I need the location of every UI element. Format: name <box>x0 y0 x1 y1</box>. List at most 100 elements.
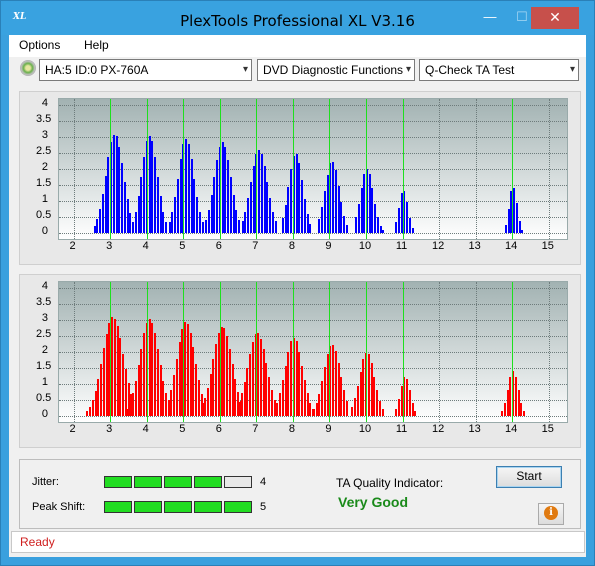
test-select[interactable]: Q-Check TA Test ▾ <box>419 59 579 81</box>
function-select[interactable]: DVD Diagnostic Functions ▾ <box>257 59 415 81</box>
bar <box>151 141 154 233</box>
bar <box>303 199 306 233</box>
y-tick-label: 0 <box>41 224 48 237</box>
bar <box>357 203 360 233</box>
bar <box>292 155 295 233</box>
menu-bar: Options Help <box>9 35 586 57</box>
x-tick-label: 9 <box>325 240 332 252</box>
bar <box>507 209 510 233</box>
start-button[interactable]: Start <box>496 466 562 488</box>
bar <box>137 196 140 233</box>
bar <box>400 385 403 416</box>
bar <box>201 405 204 416</box>
h-gridline <box>59 169 567 170</box>
h-gridline <box>59 200 567 202</box>
bar <box>509 376 512 416</box>
peak-shift-label: Peak Shift: <box>32 501 86 513</box>
bar <box>521 229 524 233</box>
bar <box>143 333 146 416</box>
x-tick-label: 10 <box>358 240 372 252</box>
bar <box>159 365 162 416</box>
app-icon: XL <box>13 12 27 22</box>
y-tick-label: 0 <box>41 407 48 420</box>
bar <box>359 371 362 416</box>
drive-select[interactable]: HA:5 ID:0 PX-760A ▾ <box>39 59 252 81</box>
bar <box>174 197 177 233</box>
x-tick-label: 13 <box>468 240 481 252</box>
bar <box>122 353 125 416</box>
bar <box>189 332 192 416</box>
bar <box>123 182 126 233</box>
bar <box>315 403 318 416</box>
plot-area <box>58 98 568 240</box>
bar <box>363 174 366 233</box>
minimize-button[interactable]: — <box>483 9 497 24</box>
peak-marker-line <box>183 282 185 422</box>
bar <box>200 393 203 416</box>
bar <box>232 195 235 233</box>
bar <box>212 359 215 416</box>
bar <box>215 344 218 416</box>
bar <box>185 138 188 233</box>
plot-area <box>58 281 568 423</box>
bar <box>148 135 151 233</box>
bar <box>295 153 298 233</box>
bar <box>251 341 254 416</box>
bar <box>321 381 324 416</box>
bar <box>303 380 306 416</box>
bar <box>269 198 272 233</box>
x-tick-label: 14 <box>505 423 518 435</box>
bar <box>265 363 268 416</box>
bar <box>249 182 252 233</box>
peak-marker-line <box>183 99 185 239</box>
menu-options[interactable]: Options <box>19 38 61 52</box>
bar <box>411 227 414 233</box>
bar <box>216 159 219 233</box>
bar <box>99 208 102 233</box>
meter-segment <box>134 476 162 488</box>
bar <box>115 136 118 233</box>
title-bar[interactable]: XL PlexTools Professional XL V3.16 — ☐ ✕ <box>1 1 594 35</box>
h-gridline <box>59 288 567 290</box>
bar <box>284 365 287 416</box>
bar <box>365 169 368 233</box>
bar <box>340 376 343 416</box>
close-button[interactable]: ✕ <box>531 7 579 29</box>
peak-shift-meter <box>104 501 254 513</box>
peak-marker-line <box>219 282 221 422</box>
bar <box>400 193 403 233</box>
bar <box>510 191 513 233</box>
y-tick-label: 1 <box>41 375 48 388</box>
meter-segment <box>164 476 192 488</box>
bar <box>224 146 227 233</box>
x-tick-label: 4 <box>142 423 149 435</box>
pit-chart: 0 0.5 1 1.5 2 2.5 3 3.5 4 2 3 4 5 6 7 8 9 10 11 12 13 14 15 <box>19 274 581 448</box>
bar <box>376 390 379 416</box>
chevron-down-icon: ▾ <box>405 64 411 75</box>
menu-help[interactable]: Help <box>84 38 109 52</box>
bar <box>126 199 129 233</box>
bar <box>154 333 157 416</box>
y-tick-label: 0.5 <box>36 208 52 221</box>
bar <box>238 402 241 416</box>
bar <box>126 408 129 416</box>
x-tick-label: 6 <box>215 240 222 252</box>
bar <box>504 224 507 233</box>
bar <box>175 358 178 416</box>
bar <box>220 326 223 416</box>
peak-marker-line <box>329 282 331 422</box>
bar <box>326 174 329 233</box>
h-gridline <box>59 336 567 338</box>
bar <box>313 409 315 416</box>
bar <box>266 182 269 233</box>
y-tick-label: 1 <box>41 192 48 205</box>
maximize-button[interactable]: ☐ <box>516 9 528 24</box>
bar <box>360 187 363 233</box>
bar <box>381 408 384 416</box>
bar <box>306 393 309 416</box>
bar <box>403 190 406 233</box>
bar <box>345 224 348 233</box>
info-button[interactable]: i <box>538 503 564 525</box>
bar <box>197 380 200 416</box>
